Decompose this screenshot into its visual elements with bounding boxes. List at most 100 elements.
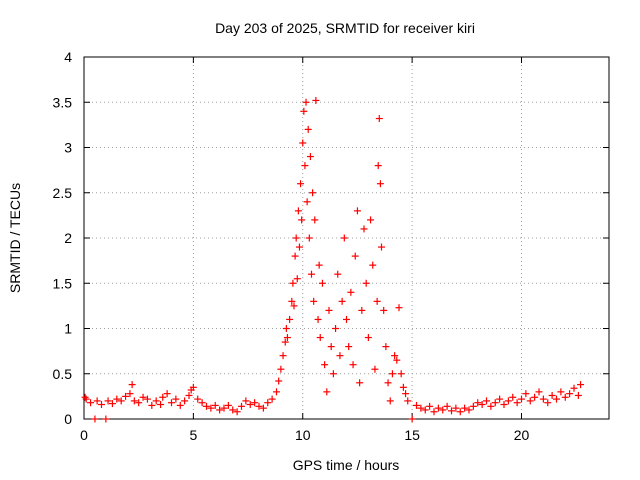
data-point	[321, 361, 329, 369]
data-point	[87, 399, 95, 407]
x-tick-label: 0	[80, 427, 88, 443]
x-tick-label: 20	[514, 427, 530, 443]
data-point	[312, 96, 320, 104]
x-tick-label: 15	[404, 427, 420, 443]
data-point	[273, 388, 280, 396]
data-point	[306, 153, 314, 161]
data-point	[356, 379, 364, 387]
data-point	[295, 243, 303, 251]
data-point	[157, 401, 165, 409]
data-point	[504, 397, 512, 405]
data-point	[281, 338, 289, 346]
data-point	[264, 399, 272, 407]
data-point	[518, 395, 525, 403]
data-point	[309, 189, 317, 197]
data-point	[283, 334, 291, 342]
data-point	[255, 402, 263, 410]
data-point	[305, 234, 313, 242]
data-point	[323, 388, 331, 396]
data-point	[268, 395, 276, 403]
data-point	[566, 390, 574, 398]
data-point	[315, 261, 323, 269]
data-point	[297, 180, 305, 188]
y-tick-label: 0	[64, 411, 72, 427]
data-point	[185, 391, 193, 399]
data-point	[290, 302, 298, 310]
data-point	[557, 388, 565, 396]
data-point	[395, 304, 403, 312]
data-point	[289, 279, 297, 287]
data-point	[388, 370, 396, 378]
data-point	[570, 384, 578, 392]
data-point	[139, 393, 147, 401]
data-point	[334, 270, 342, 278]
data-point	[487, 402, 495, 410]
data-point	[128, 381, 136, 389]
data-point	[430, 408, 438, 416]
data-point	[382, 343, 390, 351]
data-point	[373, 297, 381, 305]
data-point	[203, 402, 210, 410]
data-point	[300, 107, 308, 115]
data-point	[211, 401, 219, 409]
data-point	[291, 252, 299, 260]
data-point	[386, 397, 394, 405]
y-tick-label: 3	[64, 140, 72, 156]
x-tick-label: 10	[295, 427, 311, 443]
data-point	[371, 365, 379, 373]
data-point	[332, 325, 340, 332]
data-point	[376, 180, 384, 188]
data-point	[367, 216, 375, 224]
data-point	[126, 390, 134, 398]
data-point	[327, 343, 335, 351]
data-point	[461, 404, 469, 412]
data-point	[443, 402, 451, 410]
data-point	[496, 395, 504, 403]
data-point	[426, 402, 434, 410]
data-point	[259, 404, 267, 412]
data-point	[152, 397, 160, 405]
data-point	[292, 234, 300, 242]
data-point	[574, 391, 582, 399]
data-point	[391, 352, 399, 360]
data-point	[233, 408, 241, 416]
data-point	[318, 279, 326, 287]
data-point	[148, 401, 156, 409]
data-point	[577, 381, 585, 389]
data-point	[302, 98, 310, 106]
data-point	[360, 225, 368, 233]
data-point	[113, 395, 121, 403]
data-point	[82, 395, 90, 403]
data-point	[93, 397, 101, 405]
data-point	[362, 279, 370, 287]
data-point	[374, 162, 382, 170]
data-point	[500, 401, 508, 409]
data-point	[456, 408, 464, 416]
data-point	[345, 343, 353, 351]
data-point	[513, 399, 521, 407]
data-point	[288, 297, 296, 305]
data-point	[130, 397, 138, 405]
data-point	[465, 406, 473, 414]
data-point	[384, 379, 392, 387]
data-point	[220, 404, 228, 412]
data-point	[108, 400, 116, 408]
data-point	[539, 395, 547, 403]
data-point	[417, 404, 425, 412]
data-point	[117, 397, 125, 405]
y-tick-label: 1.5	[53, 275, 73, 291]
y-tick-label: 4	[64, 49, 72, 65]
data-point	[340, 234, 348, 242]
data-point	[535, 388, 543, 396]
data-point	[194, 395, 202, 403]
data-point	[421, 406, 429, 414]
data-point	[91, 415, 99, 423]
data-point	[397, 370, 405, 378]
grid-layer	[84, 57, 609, 419]
points-layer	[81, 96, 585, 423]
data-point	[474, 399, 482, 407]
data-point	[207, 404, 215, 412]
data-point	[325, 306, 333, 314]
y-tick-label: 2.5	[53, 185, 73, 201]
data-point	[246, 401, 254, 409]
